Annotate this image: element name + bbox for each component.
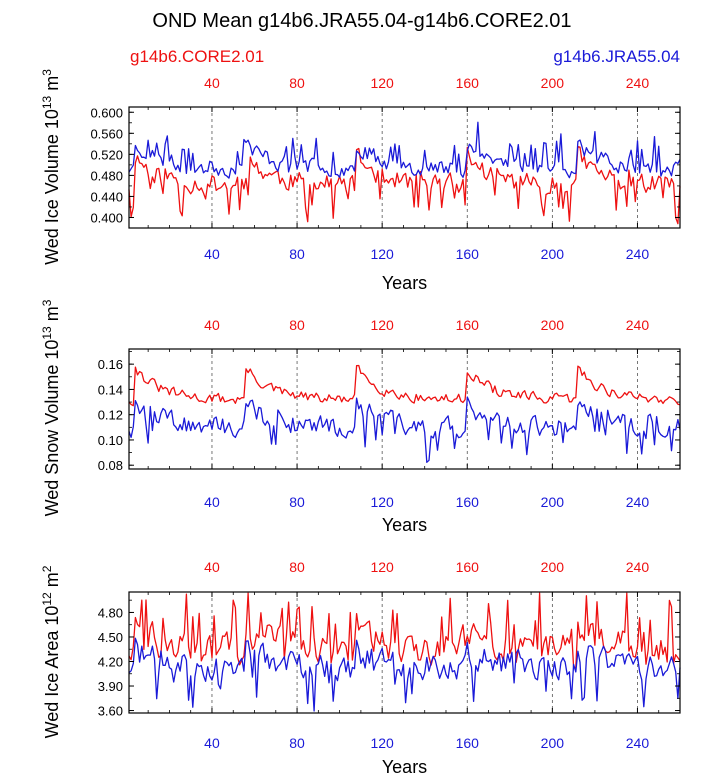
x-tick-label-top: 80	[289, 317, 305, 333]
chart-panel-3: 40 40 80 80 120 120 160 160 200 200 240 240 3.60 3.90…	[40, 559, 681, 775]
x-tick-label-top: 40	[204, 317, 220, 333]
y-axis-title: Wed Ice Area 1012 m2	[40, 565, 62, 738]
x-tick-label-top: 40	[204, 75, 220, 91]
y-tick-label: 0.08	[98, 458, 123, 473]
x-tick-label-bottom: 160	[456, 246, 480, 262]
x-axis-title: Years	[382, 273, 427, 293]
x-tick-label-top: 120	[370, 317, 394, 333]
series-line-core2	[128, 146, 681, 225]
chart-panel-2: 40 40 80 80 120 120 160 160 200 200 240 240 0.08 0.10…	[40, 299, 681, 535]
series-line-jra55	[128, 121, 681, 179]
x-tick-label-top: 160	[456, 75, 480, 91]
y-tick-label: 4.80	[98, 605, 123, 620]
x-tick-label-bottom: 200	[541, 735, 565, 751]
x-tick-label-bottom: 160	[456, 735, 480, 751]
x-tick-label-top: 200	[541, 559, 565, 575]
x-tick-label-bottom: 80	[289, 246, 305, 262]
plot-frame	[128, 348, 681, 470]
x-tick-label-bottom: 120	[370, 735, 394, 751]
x-tick-label-top: 160	[456, 559, 480, 575]
x-tick-label-top: 240	[626, 317, 650, 333]
x-tick-label-top: 80	[289, 559, 305, 575]
x-tick-label-top: 40	[204, 559, 220, 575]
y-tick-label: 0.440	[90, 189, 123, 204]
y-tick-label: 0.12	[98, 408, 123, 423]
series-line-core2	[128, 592, 681, 669]
y-tick-label: 0.600	[90, 105, 123, 120]
y-tick-label: 0.14	[98, 382, 123, 397]
y-tick-label: 3.90	[98, 679, 123, 694]
series-line-jra55	[128, 396, 681, 463]
y-tick-label: 0.400	[90, 210, 123, 225]
y-axis-title: Wed Ice Volume 1013 m3	[40, 69, 62, 265]
x-tick-label-top: 120	[370, 559, 394, 575]
x-tick-label-top: 200	[541, 317, 565, 333]
x-tick-label-bottom: 240	[626, 735, 650, 751]
plot-frame	[128, 106, 681, 229]
x-tick-label-bottom: 40	[204, 494, 220, 510]
x-tick-label-bottom: 80	[289, 735, 305, 751]
x-tick-label-bottom: 40	[204, 735, 220, 751]
chart-panels: 40 40 80 80 120 120 160 160 200 200 240 240 0.400 0.4…	[40, 69, 681, 775]
x-axis-title: Years	[382, 515, 427, 535]
x-tick-label-bottom: 120	[370, 246, 394, 262]
series-line-jra55	[128, 637, 681, 712]
y-tick-label: 4.50	[98, 630, 123, 645]
figure-title: OND Mean g14b6.JRA55.04-g14b6.CORE2.01	[152, 10, 571, 32]
y-tick-label: 0.16	[98, 357, 123, 372]
y-axis-title: Wed Snow Volume 1013 m3	[40, 299, 62, 516]
x-tick-label-bottom: 120	[370, 494, 394, 510]
x-tick-label-bottom: 240	[626, 246, 650, 262]
x-tick-label-top: 240	[626, 75, 650, 91]
y-tick-label: 3.60	[98, 704, 123, 719]
x-tick-label-bottom: 80	[289, 494, 305, 510]
x-tick-label-top: 200	[541, 75, 565, 91]
plot-frame	[128, 591, 681, 714]
x-tick-label-top: 120	[370, 75, 394, 91]
x-tick-label-top: 160	[456, 317, 480, 333]
x-tick-label-bottom: 160	[456, 494, 480, 510]
x-tick-label-bottom: 200	[541, 246, 565, 262]
y-tick-label: 0.520	[90, 147, 123, 162]
x-tick-label-bottom: 240	[626, 494, 650, 510]
y-tick-label: 0.560	[90, 126, 123, 141]
x-tick-label-bottom: 200	[541, 494, 565, 510]
y-tick-label: 0.480	[90, 168, 123, 183]
legend-jra55: g14b6.JRA55.04	[553, 47, 680, 66]
legend-core2: g14b6.CORE2.01	[130, 47, 264, 66]
x-tick-label-top: 80	[289, 75, 305, 91]
x-axis-title: Years	[382, 757, 427, 775]
x-tick-label-bottom: 40	[204, 246, 220, 262]
chart-panel-1: 40 40 80 80 120 120 160 160 200 200 240 240 0.400 0.4…	[40, 69, 681, 293]
y-tick-label: 0.10	[98, 433, 123, 448]
x-tick-label-top: 240	[626, 559, 650, 575]
y-tick-label: 4.20	[98, 654, 123, 669]
series-line-core2	[128, 364, 681, 407]
